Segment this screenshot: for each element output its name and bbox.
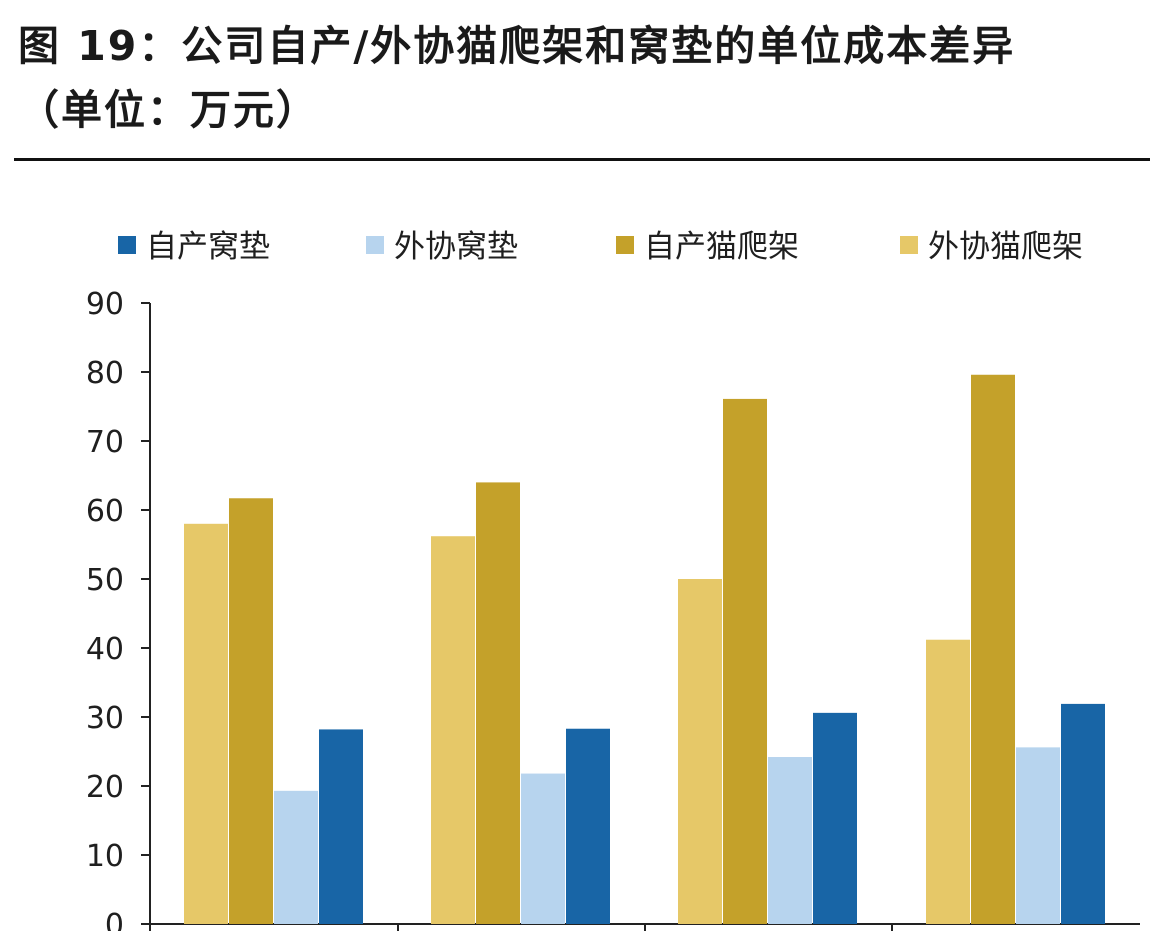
y-axis: 0 10 20 30 40 50 60 70 80 90 [86,287,1140,931]
legend-swatch [118,236,136,254]
legend: 自产窝垫 外协窝垫 自产猫爬架 外协猫爬架 [118,229,1083,265]
y-tick-label: 80 [86,356,124,391]
title-divider [14,158,1150,161]
bar [768,757,812,924]
bars [184,374,1105,924]
legend-label: 外协猫爬架 [928,229,1083,265]
bar [678,579,722,924]
bar [813,712,857,924]
bar [319,729,363,924]
chart-title-line-1: 图 19：公司自产/外协猫爬架和窝垫的单位成本差异 [18,22,1016,70]
legend-label: 自产猫爬架 [644,229,799,265]
bar [971,374,1015,924]
y-tick-label: 40 [86,632,124,667]
bar [1016,747,1060,924]
bar [566,728,610,924]
y-tick-label: 0 [105,908,124,931]
y-tick-label: 60 [86,494,124,529]
y-tick-label: 90 [86,287,124,322]
y-tick-label: 30 [86,701,124,736]
legend-label: 外协窝垫 [394,229,518,265]
bar [184,523,228,924]
bar [1061,703,1105,924]
bar [723,398,767,924]
chart-title-line-2: （单位：万元） [18,86,319,134]
legend-label: 自产窝垫 [146,229,270,265]
legend-swatch [366,236,384,254]
y-tick-label: 70 [86,425,124,460]
bar [274,790,318,924]
chart-title: 图 19：公司自产/外协猫爬架和窝垫的单位成本差异 （单位：万元） [18,14,1143,142]
legend-swatch [900,236,918,254]
y-tick-label: 50 [86,563,124,598]
y-tick-label: 10 [86,839,124,874]
y-tick-label: 20 [86,770,124,805]
legend-swatch [616,236,634,254]
bar [476,482,520,924]
bar [926,639,970,924]
bar [431,536,475,924]
bar [521,773,565,924]
bar [229,498,273,924]
